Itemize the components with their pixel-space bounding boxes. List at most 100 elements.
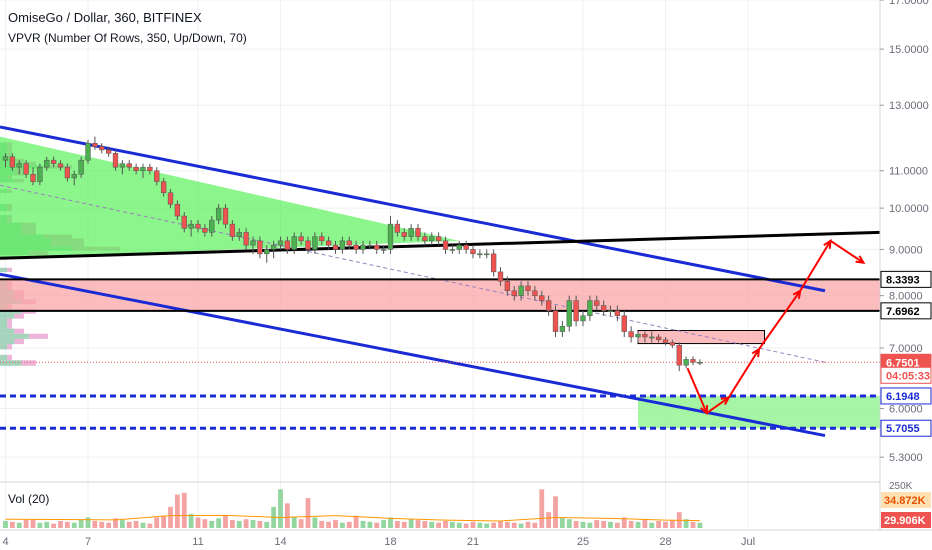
candle-down: [552, 310, 559, 332]
time-tick-label: 7: [85, 536, 91, 548]
candles: [2, 136, 703, 372]
projection-segment: [686, 367, 708, 414]
projection-segment: [727, 348, 760, 399]
volume-bar: [422, 520, 428, 528]
candle-down: [353, 244, 359, 250]
candle-down: [442, 240, 449, 250]
volume-bar: [126, 521, 132, 528]
candle-down: [202, 227, 208, 233]
volume-bar: [566, 519, 572, 528]
volume-bar: [174, 494, 180, 528]
price-axis[interactable]: 17.0000 15.0000 13.0000 11.0000 10.0000 9.000…: [879, 0, 932, 530]
price-badge-label: 8.3393: [886, 274, 920, 286]
volume-tick-label: 250K: [889, 481, 913, 492]
volume-bar: [154, 517, 160, 528]
candle-down: [319, 236, 325, 242]
candle-down: [594, 300, 600, 306]
candle-down: [690, 359, 696, 363]
candle-up: [580, 315, 586, 322]
volume-bar: [113, 518, 118, 528]
volume-profile-bar-up: [0, 267, 8, 273]
time-tick-label: Jul: [741, 536, 755, 548]
candle-down: [463, 244, 469, 250]
volume-bar: [278, 489, 283, 528]
volume-bar: [243, 519, 249, 528]
volume-bar: [298, 519, 304, 528]
price-badge-label: 6.1948: [886, 391, 920, 403]
volume-bar: [463, 523, 469, 528]
volume-bar: [608, 521, 613, 528]
candle-up: [339, 240, 346, 250]
time-axis[interactable]: 4 7 11 14 18 21 25 28 Jul: [2, 536, 755, 548]
volume-bar: [394, 520, 400, 528]
candle-down: [415, 227, 421, 237]
volume-bar: [511, 522, 517, 528]
candle-down: [112, 153, 119, 168]
candle-up: [484, 253, 490, 256]
volume-bar: [312, 517, 318, 528]
candle-down: [64, 166, 71, 179]
candle-down: [160, 181, 167, 193]
volume-profile-bar-down: [21, 360, 36, 366]
candle-up: [477, 253, 483, 256]
time-tick-label: 25: [577, 536, 589, 548]
candle-up: [37, 166, 43, 182]
candle-up: [566, 300, 572, 327]
volume-bar: [477, 522, 483, 528]
candle-up: [44, 159, 50, 168]
volume-bar: [504, 521, 510, 528]
candle-up: [78, 159, 84, 175]
candle-up: [367, 244, 373, 247]
volume-bar: [580, 521, 586, 528]
volume-profile-bar-down: [7, 323, 12, 329]
volume-bar: [381, 520, 387, 528]
volume-bar: [3, 520, 8, 528]
candle-up: [291, 236, 297, 250]
volume-bar: [525, 521, 531, 528]
candle-down: [525, 285, 531, 292]
time-tick-label: 11: [192, 536, 203, 548]
volume-ma-line: [5, 514, 700, 522]
candle-up: [119, 163, 126, 168]
volume-bar: [284, 503, 290, 528]
volume-bar: [223, 515, 228, 528]
candle-down: [133, 166, 139, 171]
volume-bar: [339, 522, 345, 528]
candle-down: [222, 207, 229, 225]
volume-bar: [518, 523, 524, 528]
price-tick-label: 11.0000: [889, 166, 928, 178]
candle-down: [305, 240, 311, 250]
volume-bar: [683, 519, 689, 528]
volume-bar: [621, 517, 627, 528]
candle-up: [270, 244, 277, 250]
volume-bar: [209, 520, 215, 528]
volume-bar: [594, 520, 600, 528]
volume-bar: [374, 522, 380, 528]
volume-bar: [92, 520, 98, 528]
candle-down: [99, 146, 105, 151]
price-tick-label: 6.0000: [889, 403, 923, 415]
candle-up: [360, 244, 366, 250]
time-tick-label: 14: [274, 536, 286, 548]
candle-down: [435, 236, 442, 242]
volume-profile-bar-down: [7, 267, 12, 273]
candle-down: [92, 142, 98, 147]
candle-down: [229, 223, 236, 237]
volume-bar: [498, 520, 503, 528]
volume-bar: [250, 520, 256, 528]
candle-up: [587, 300, 593, 317]
volume-bar: [553, 496, 558, 528]
candle-up: [264, 249, 270, 255]
price-badge-label: 6.7501: [886, 357, 920, 369]
volume-bar: [484, 523, 490, 528]
volume-badge-box: [881, 512, 931, 528]
price-tick-label: 5.3000: [889, 452, 923, 464]
volume-bar: [491, 522, 497, 528]
volume-bar: [601, 520, 607, 528]
volume-bar: [236, 520, 242, 528]
candle-down: [346, 240, 352, 246]
volume-badge-box: [881, 492, 931, 508]
volume-profile-bar-up: [0, 344, 8, 350]
volume-badge-label: 34.872K: [884, 495, 926, 507]
